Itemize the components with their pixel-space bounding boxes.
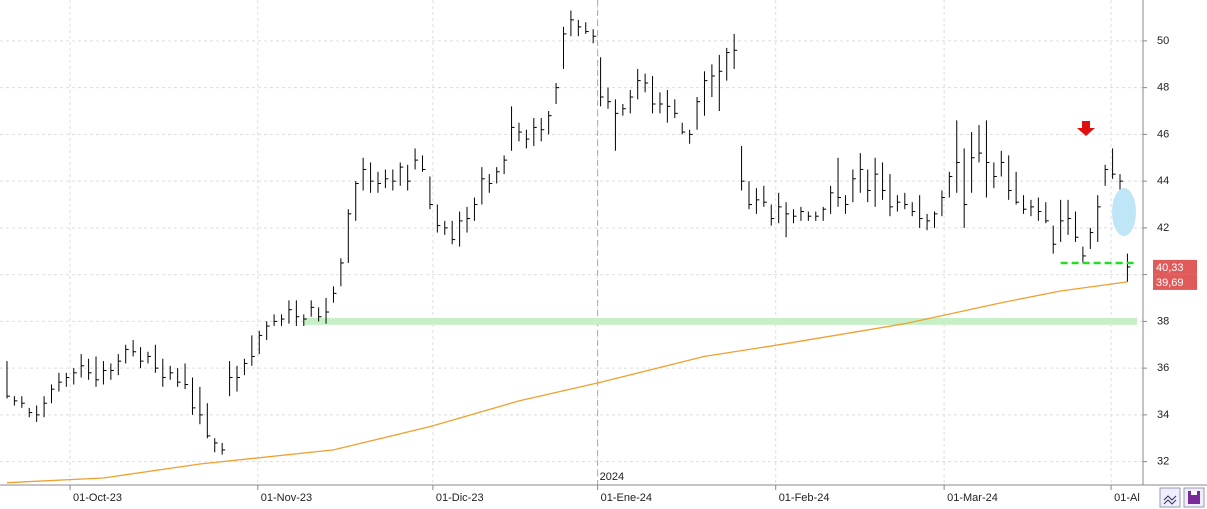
save-icon-label (1191, 491, 1197, 495)
y-tick-label: 46 (1157, 128, 1169, 140)
plot-area (6, 10, 1137, 484)
y-tick-label: 36 (1157, 362, 1169, 374)
y-tick-label: 48 (1157, 82, 1169, 94)
x-tick-label: 01-Al (1114, 492, 1140, 504)
price-tag (1153, 274, 1197, 290)
year-label: 2024 (600, 471, 624, 483)
y-tick-label: 50 (1157, 35, 1169, 47)
x-tick-label: 01-Ene-24 (601, 492, 652, 504)
axes: 3234363840424446485001-Oct-2301-Nov-2301… (69, 35, 1197, 504)
x-tick-label: 01-Dic-23 (436, 492, 484, 504)
toolbar (1159, 487, 1205, 508)
y-tick-label: 32 (1157, 456, 1169, 468)
price-tag-label: 39,69 (1156, 277, 1184, 289)
x-tick-label: 01-Feb-24 (779, 492, 830, 504)
y-tick-label: 44 (1157, 175, 1169, 187)
price-tag-label: 40,33 (1156, 262, 1184, 274)
y-tick-label: 38 (1157, 315, 1169, 327)
x-tick-label: 01-Nov-23 (261, 492, 312, 504)
price-tag (1153, 259, 1197, 275)
x-tick-label: 01-Oct-23 (73, 492, 122, 504)
highlight-ellipse (1112, 188, 1136, 236)
y-tick-label: 34 (1157, 409, 1169, 421)
moving-average (6, 281, 1128, 484)
signal-arrow (1077, 121, 1095, 136)
x-tick-label: 01-Mar-24 (947, 492, 998, 504)
y-tick-label: 42 (1157, 222, 1169, 234)
zoom-icon (1163, 495, 1177, 505)
